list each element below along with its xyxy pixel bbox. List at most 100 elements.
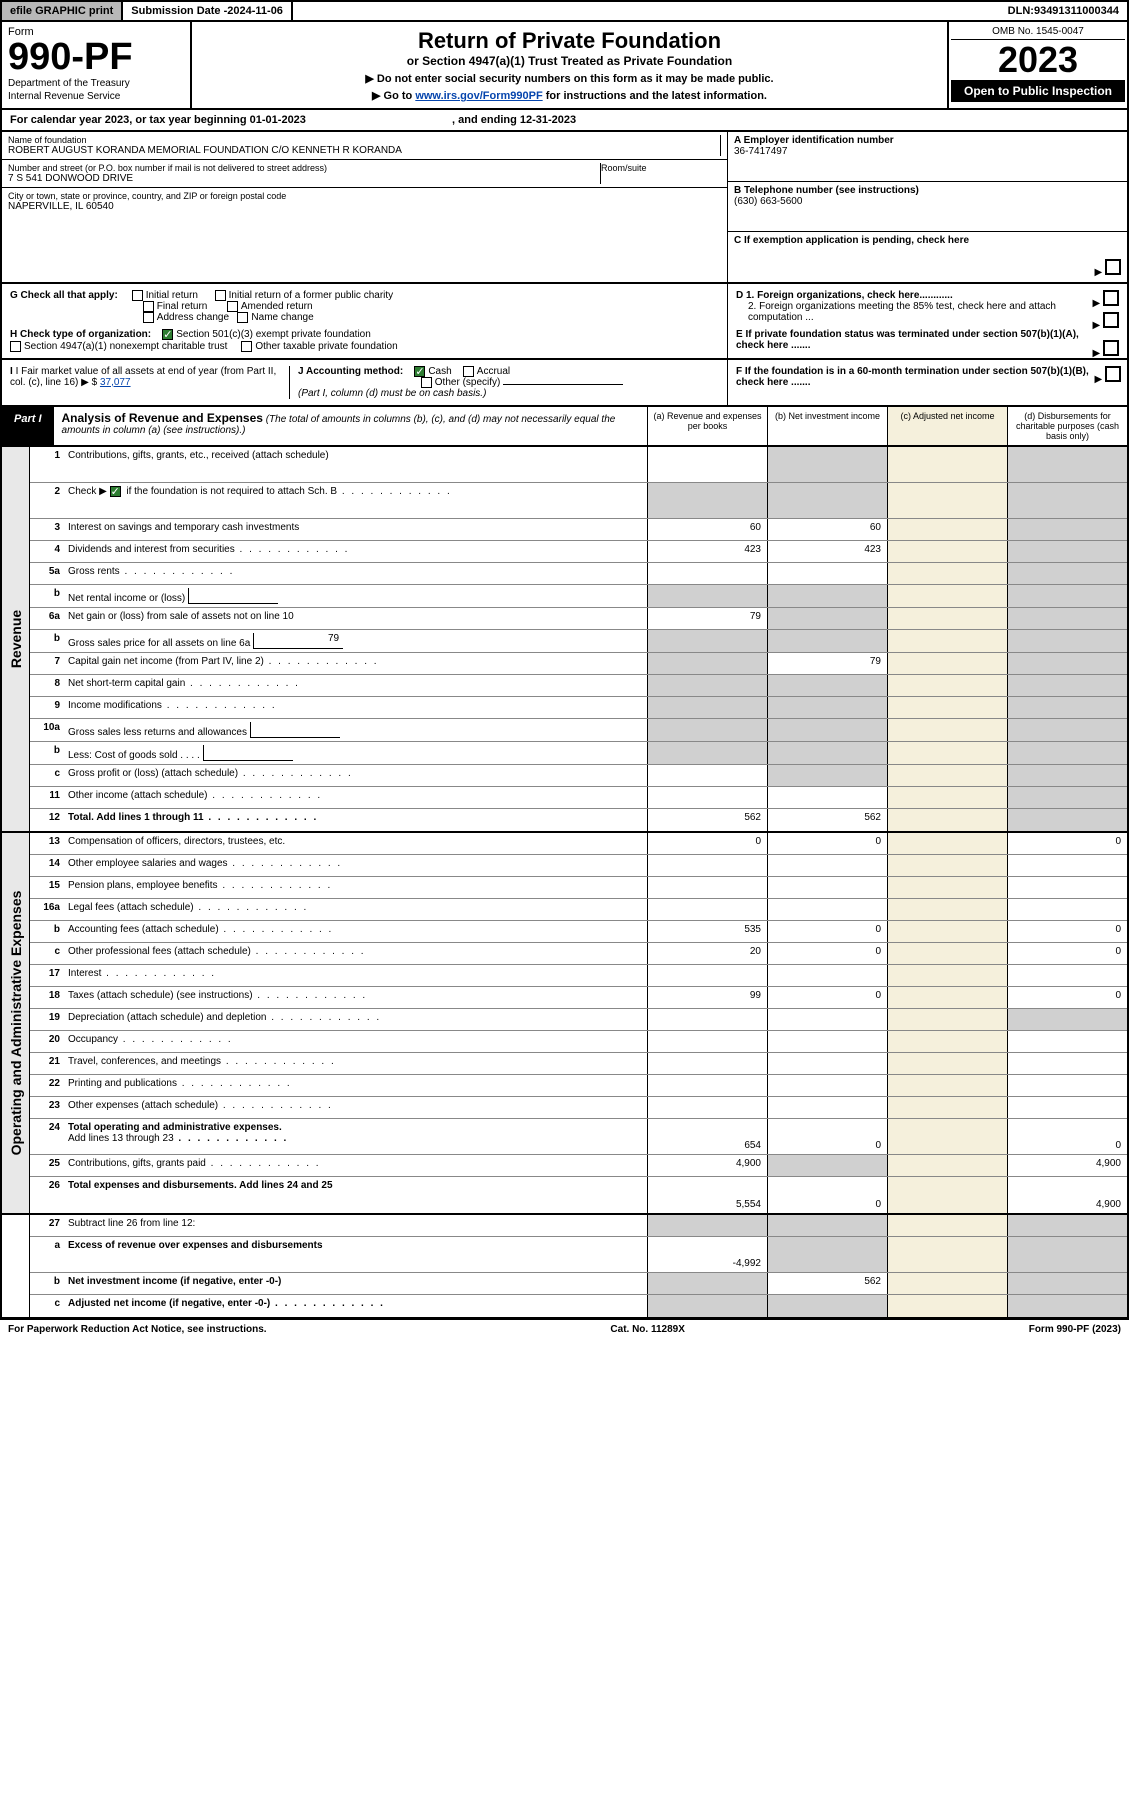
- row-4-num: 4: [30, 541, 64, 562]
- goto-note: ▶ Go to www.irs.gov/Form990PF for instru…: [198, 89, 941, 102]
- row-25-num: 25: [30, 1155, 64, 1176]
- other-taxable-checkbox[interactable]: [241, 341, 252, 352]
- exemption-cell: C If exemption application is pending, c…: [728, 232, 1127, 282]
- row-3-b: 60: [767, 519, 887, 540]
- initial-return-label: Initial return: [146, 290, 198, 301]
- row-27c-num: c: [30, 1295, 64, 1317]
- dln: DLN: 93491311000344: [1000, 2, 1127, 20]
- row-22-desc: Printing and publications: [64, 1075, 647, 1096]
- d2-label: 2. Foreign organizations meeting the 85%…: [748, 301, 1056, 323]
- other-method-checkbox[interactable]: [421, 377, 432, 388]
- row-4-a: 423: [647, 541, 767, 562]
- row-9-num: 9: [30, 697, 64, 718]
- row-25-d: 4,900: [1007, 1155, 1127, 1176]
- row-12-b: 562: [767, 809, 887, 831]
- c-checkbox[interactable]: [1105, 259, 1121, 275]
- row-4-c: [887, 541, 1007, 562]
- row-20-b: [767, 1031, 887, 1052]
- efile-print-button[interactable]: efile GRAPHIC print: [2, 2, 123, 20]
- row-27a-num: a: [30, 1237, 64, 1272]
- form-subtitle: or Section 4947(a)(1) Trust Treated as P…: [198, 54, 941, 68]
- row-14-c: [887, 855, 1007, 876]
- row-2-d: [1007, 483, 1127, 518]
- irs-link[interactable]: www.irs.gov/Form990PF: [415, 90, 542, 102]
- omb-number: OMB No. 1545-0047: [951, 24, 1125, 40]
- i-value[interactable]: 37,077: [100, 377, 131, 388]
- e-checkbox[interactable]: [1103, 340, 1119, 356]
- row-15-desc: Pension plans, employee benefits: [64, 877, 647, 898]
- form-title-block: Return of Private Foundation or Section …: [192, 22, 947, 108]
- row-21-c: [887, 1053, 1007, 1074]
- other-taxable-label: Other taxable private foundation: [255, 341, 397, 352]
- row-10a-num: 10a: [30, 719, 64, 741]
- row-16b-b: 0: [767, 921, 887, 942]
- tel-value: (630) 663-5600: [734, 196, 802, 207]
- row-15-c: [887, 877, 1007, 898]
- row-2-desc: Check ▶ if the foundation is not require…: [64, 483, 647, 518]
- row-1-desc: Contributions, gifts, grants, etc., rece…: [64, 447, 647, 482]
- d2-checkbox[interactable]: [1103, 312, 1119, 328]
- row-24-d: 0: [1007, 1119, 1127, 1154]
- row-22-a: [647, 1075, 767, 1096]
- page-footer: For Paperwork Reduction Act Notice, see …: [0, 1319, 1129, 1339]
- row-16c-b: 0: [767, 943, 887, 964]
- row-20-num: 20: [30, 1031, 64, 1052]
- final-return-checkbox[interactable]: [143, 301, 154, 312]
- sch-b-checkbox[interactable]: [110, 486, 121, 497]
- part1-header: Part I Analysis of Revenue and Expenses …: [0, 407, 1129, 447]
- row-25-desc: Contributions, gifts, grants paid: [64, 1155, 647, 1176]
- i-block: I I Fair market value of all assets at e…: [10, 366, 290, 399]
- 501c3-checkbox[interactable]: [162, 329, 173, 340]
- accrual-label: Accrual: [477, 366, 510, 377]
- row-16c-c: [887, 943, 1007, 964]
- accrual-checkbox[interactable]: [463, 366, 474, 377]
- row-11-desc: Other income (attach schedule): [64, 787, 647, 808]
- 4947-checkbox[interactable]: [10, 341, 21, 352]
- cash-checkbox[interactable]: [414, 366, 425, 377]
- row-6a-num: 6a: [30, 608, 64, 629]
- paperwork-notice: For Paperwork Reduction Act Notice, see …: [8, 1324, 267, 1335]
- row-9-c: [887, 697, 1007, 718]
- i-label: I Fair market value of all assets at end…: [10, 366, 276, 388]
- row-2-a: [647, 483, 767, 518]
- row-14-b: [767, 855, 887, 876]
- address-change-checkbox[interactable]: [143, 312, 154, 323]
- row-18-num: 18: [30, 987, 64, 1008]
- row-16a-b: [767, 899, 887, 920]
- row-26-c: [887, 1177, 1007, 1213]
- part1-label: Part I: [2, 407, 54, 445]
- submission-date-value: 2024-11-06: [227, 5, 283, 17]
- h-row: H Check type of organization: Section 50…: [10, 329, 719, 351]
- initial-return-checkbox[interactable]: [132, 290, 143, 301]
- row-21-num: 21: [30, 1053, 64, 1074]
- amended-return-checkbox[interactable]: [227, 301, 238, 312]
- initial-former-checkbox[interactable]: [215, 290, 226, 301]
- form-footer-id: Form 990-PF (2023): [1029, 1324, 1121, 1335]
- row-22-b: [767, 1075, 887, 1096]
- h-label: H Check type of organization:: [10, 330, 151, 341]
- row-13-a: 0: [647, 833, 767, 854]
- f-checkbox[interactable]: [1105, 366, 1121, 382]
- goto-pre: ▶ Go to: [372, 90, 415, 102]
- d2-row: 2. Foreign organizations meeting the 85%…: [736, 301, 1119, 323]
- row-4-desc: Dividends and interest from securities: [64, 541, 647, 562]
- row-27a-a: -4,992: [647, 1237, 767, 1272]
- row-15-num: 15: [30, 877, 64, 898]
- name-change-checkbox[interactable]: [237, 312, 248, 323]
- row-12-num: 12: [30, 809, 64, 831]
- row-27-num: 27: [30, 1215, 64, 1236]
- row-2-num: 2: [30, 483, 64, 518]
- row-7-d: [1007, 653, 1127, 674]
- row-5b-c: [887, 585, 1007, 607]
- row-19-num: 19: [30, 1009, 64, 1030]
- revenue-section: Revenue 1Contributions, gifts, grants, e…: [0, 447, 1129, 833]
- row-10c-c: [887, 765, 1007, 786]
- checks-ghd: G Check all that apply: Initial return I…: [0, 284, 1129, 360]
- row-23-c: [887, 1097, 1007, 1118]
- row-16b-c: [887, 921, 1007, 942]
- row-14-desc: Other employee salaries and wages: [64, 855, 647, 876]
- row-4-b: 423: [767, 541, 887, 562]
- name-row: Name of foundation ROBERT AUGUST KORANDA…: [2, 132, 727, 160]
- j-label: J Accounting method:: [298, 366, 403, 377]
- tel-cell: B Telephone number (see instructions) (6…: [728, 182, 1127, 232]
